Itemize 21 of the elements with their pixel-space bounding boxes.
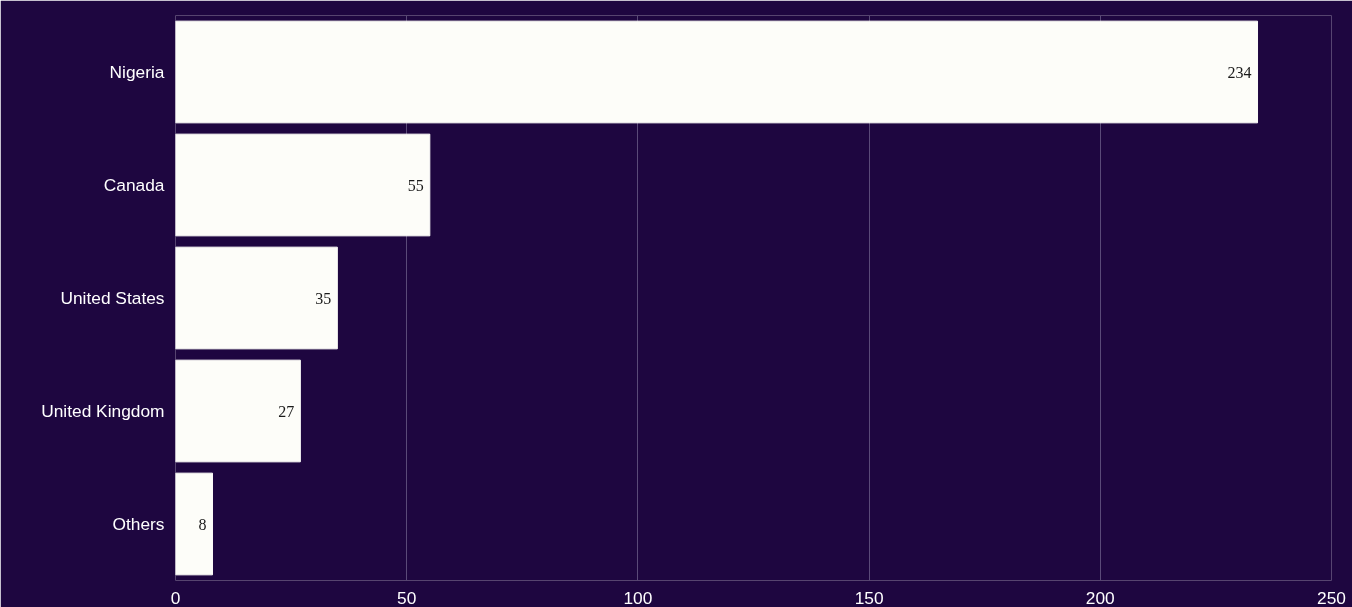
y-tick-label: United Kingdom — [41, 401, 165, 421]
y-tick-label: Others — [112, 514, 165, 534]
y-tick-label: Canada — [103, 175, 165, 195]
bar — [175, 246, 338, 350]
x-tick-label: 50 — [397, 587, 417, 607]
x-tick-label: 250 — [1317, 587, 1346, 607]
x-tick-label: 100 — [623, 587, 653, 607]
data-label: 234 — [1227, 63, 1252, 81]
bar — [175, 20, 1259, 124]
data-label: 27 — [278, 402, 295, 420]
data-label: 35 — [315, 289, 332, 307]
x-tick-label: 0 — [170, 587, 181, 607]
x-tick-label: 150 — [854, 587, 884, 607]
y-tick-label: Nigeria — [109, 62, 165, 82]
bar — [175, 133, 431, 237]
y-tick-label: United States — [60, 288, 165, 308]
bar — [175, 472, 213, 576]
x-tick-label: 200 — [1085, 587, 1115, 607]
data-label: 55 — [407, 176, 424, 194]
data-label: 8 — [198, 515, 207, 533]
bar — [175, 359, 301, 463]
